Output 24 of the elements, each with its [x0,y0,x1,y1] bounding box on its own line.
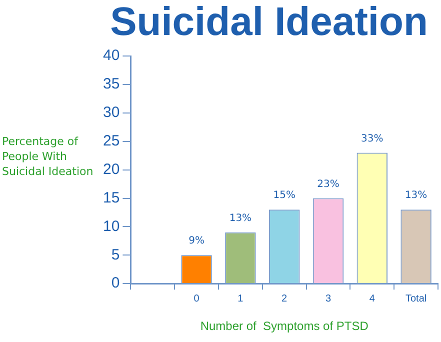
y-tick-label: 25 [102,132,120,150]
annotation: 13% [229,212,252,224]
y-tick-label: 15 [102,189,120,206]
x-tick-label: 3 [325,293,332,304]
x-tick-label: 1 [238,293,244,304]
x-tick-label: 0 [194,293,200,304]
y-tick-label: 40 [102,47,120,64]
annotation: 13% [404,190,428,202]
x-axis-title: Number of Symptoms of PTSD [200,319,369,334]
annotation: 23% [317,178,340,190]
y-tick-label: 5 [111,246,120,264]
chart-title: Suicidal Ideation [110,0,428,44]
x-tick-label: Total [405,293,427,304]
annotation: 9% [188,236,204,247]
annotation: 15% [273,190,296,202]
y-tick-label: 10 [102,218,120,235]
y-tick-label: 0 [111,274,120,292]
x-tick-label: 4 [369,293,376,304]
x-tick-label: 2 [282,293,288,304]
annotation: 33% [361,133,384,144]
y-tick-label: 20 [102,160,120,178]
y-tick-label: 35 [102,76,120,93]
y-axis-title: Percentage of People With Suicidal Ideation [2,134,94,179]
y-tick-label: 30 [102,104,120,122]
